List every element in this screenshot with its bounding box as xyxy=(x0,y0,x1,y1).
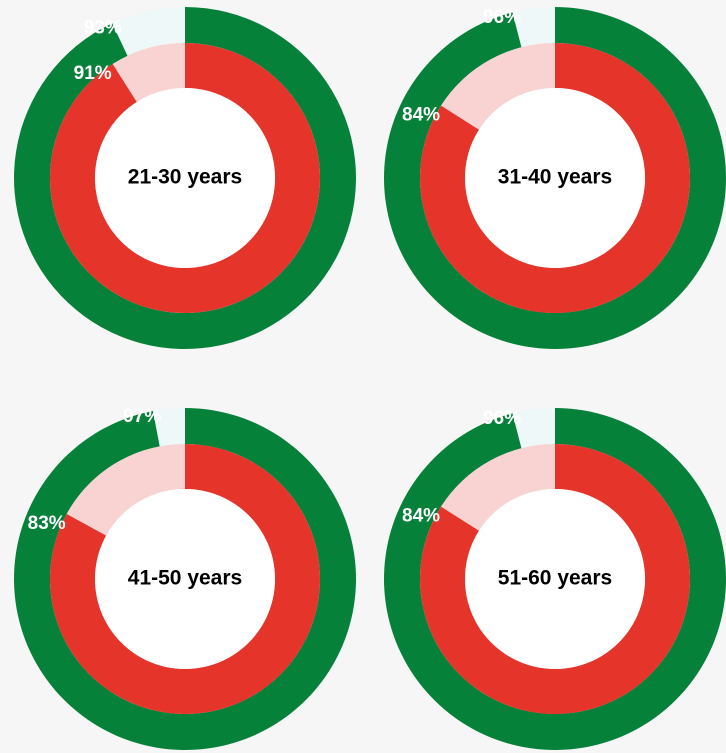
value-label: 91% xyxy=(74,63,112,84)
remainder-arc xyxy=(66,444,185,536)
remainder-arc xyxy=(441,444,555,531)
chart-title: 31-40 years xyxy=(498,166,612,189)
center-hole xyxy=(465,88,645,268)
chart-title: 51-60 years xyxy=(498,567,612,590)
remainder-arc xyxy=(512,408,555,449)
remainder-arc xyxy=(441,43,555,130)
remainder-arc xyxy=(512,6,555,48)
arc xyxy=(420,444,691,714)
arc xyxy=(420,43,691,314)
center-hole xyxy=(465,489,645,669)
value-label: 96% xyxy=(483,7,521,28)
value-label: 93% xyxy=(84,18,122,39)
value-label: 96% xyxy=(483,408,521,429)
value-label: 84% xyxy=(402,506,440,527)
chart-title: 41-50 years xyxy=(128,567,242,590)
arc xyxy=(49,43,320,313)
center-hole xyxy=(95,88,275,268)
remainder-arc xyxy=(112,43,185,103)
remainder-arc xyxy=(112,7,185,56)
value-label: 97% xyxy=(123,406,161,427)
center-hole xyxy=(95,489,275,669)
chart-title: 21-30 years xyxy=(128,166,242,189)
value-label: 83% xyxy=(28,513,66,534)
arc xyxy=(49,444,320,715)
value-label: 84% xyxy=(402,105,440,126)
remainder-arc xyxy=(152,408,185,447)
